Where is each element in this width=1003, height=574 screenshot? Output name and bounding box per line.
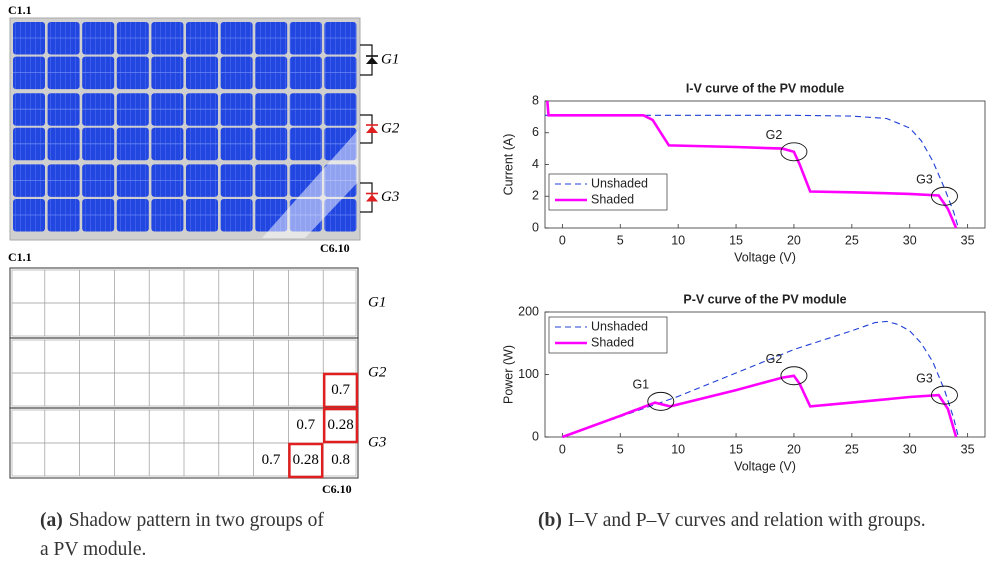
x-tick-label: 25 (845, 442, 859, 456)
annotation-ellipse (931, 186, 958, 206)
bypass-diodes: G1 G2 G3 (360, 44, 400, 213)
x-tick-label: 25 (845, 233, 859, 247)
x-tick-label: 15 (729, 233, 743, 247)
shade-value: 0.7 (331, 382, 350, 398)
x-tick-label: 0 (559, 442, 566, 456)
x-tick-label: 30 (903, 233, 917, 247)
y-tick-label: 100 (518, 367, 539, 381)
x-tick-label: 0 (559, 233, 566, 247)
shade-value: 0.8 (331, 452, 350, 468)
map-top-left: C1.1 (8, 250, 32, 264)
diode (366, 57, 378, 64)
highlight-box (322, 372, 359, 409)
annotation-ellipse (647, 391, 675, 411)
highlight-box (322, 407, 359, 444)
legend-label: Unshaded (591, 319, 648, 333)
series-line (546, 100, 958, 229)
caption-a: (a) Shadow pattern in two groups of a PV … (40, 506, 330, 564)
caption-label: (a) (40, 510, 63, 531)
diode (366, 194, 378, 202)
shade-value: 0.7 (296, 417, 315, 433)
legend-label: Unshaded (591, 176, 648, 190)
x-tick-label: 15 (729, 442, 743, 456)
annotation-ellipse (931, 385, 958, 405)
y-axis-label: Current (A) (501, 134, 515, 196)
caption-label: (b) (538, 510, 562, 531)
annotation-label: G3 (916, 371, 933, 385)
x-tick-label: 35 (961, 442, 975, 456)
y-tick-label: 0 (532, 220, 539, 234)
shade-value: 0.28 (293, 452, 319, 468)
x-tick-label: 35 (961, 233, 975, 247)
x-axis-label: Voltage (V) (734, 250, 796, 264)
x-tick-label: 30 (903, 442, 917, 456)
x-tick-label: 10 (671, 442, 685, 456)
x-tick-label: 5 (617, 442, 624, 456)
y-tick-label: 4 (532, 157, 539, 171)
x-tick-label: 5 (617, 233, 624, 247)
x-tick-label: 20 (787, 442, 801, 456)
group-label: G1 (381, 51, 399, 67)
annotation-label: G2 (766, 128, 783, 142)
caption-b: (b) I–V and P–V curves and relation with … (538, 506, 988, 535)
module-cells (13, 22, 357, 232)
x-tick-label: 10 (671, 233, 685, 247)
caption-text: Shadow pattern in two groups of a PV mod… (40, 510, 324, 560)
legend-label: Shaded (591, 192, 634, 206)
group-label: G2 (368, 364, 387, 380)
x-axis-label: Voltage (V) (734, 459, 796, 473)
group-label: G3 (381, 189, 399, 205)
chart-title: I-V curve of the PV module (686, 81, 844, 95)
y-tick-label: 2 (532, 189, 539, 203)
y-tick-label: 8 (532, 93, 539, 107)
y-tick-label: 6 (532, 125, 539, 139)
legend-box (548, 173, 668, 211)
module-top-left: C1.1 (8, 3, 32, 17)
group-label: G3 (368, 434, 386, 450)
module-bottom-right: C6.10 (320, 241, 350, 255)
y-axis-label: Power (W) (501, 345, 515, 404)
annotation-label: G3 (916, 173, 933, 187)
shade-value: 0.28 (327, 417, 353, 433)
x-tick-label: 20 (787, 233, 801, 247)
annotation-ellipse (780, 366, 808, 386)
y-tick-label: 200 (518, 304, 539, 318)
annotation-ellipse (780, 142, 808, 162)
y-tick-label: 0 (532, 429, 539, 443)
annotation-label: G1 (632, 378, 649, 392)
shade-value: 0.7 (262, 452, 281, 468)
shadow (262, 130, 358, 238)
legend-label: Shaded (591, 335, 634, 349)
group-label: G1 (368, 294, 386, 310)
highlight-box (288, 442, 324, 479)
diode (366, 126, 378, 133)
legend-box (548, 316, 668, 354)
series-line (561, 374, 958, 439)
map-bottom-right: C6.10 (322, 482, 352, 496)
series-line (545, 114, 959, 229)
annotation-label: G2 (766, 352, 783, 366)
group-label: G2 (381, 120, 400, 136)
caption-text: I–V and P–V curves and relation with gro… (567, 510, 926, 531)
chart-title: P-V curve of the PV module (683, 292, 846, 306)
